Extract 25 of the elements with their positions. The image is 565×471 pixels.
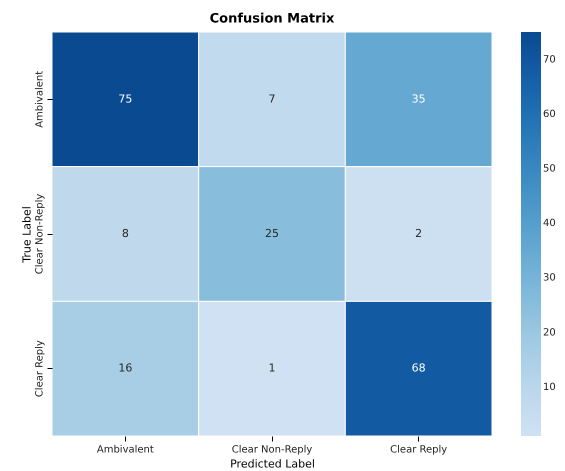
data-label: 75: [118, 92, 132, 106]
data-label: 68: [412, 362, 426, 375]
data-label: 1: [268, 362, 276, 375]
chart-title: Confusion Matrix: [210, 12, 335, 26]
color-bar-label: 10: [543, 382, 556, 393]
x-tick-label: Ambivalent: [96, 444, 154, 456]
y-tick-label: Clear Reply: [34, 340, 46, 398]
color-bar-label: 60: [543, 108, 556, 120]
y-tick-label: Clear Non-Reply: [34, 194, 46, 274]
color-bar-label: 40: [543, 218, 556, 230]
y-tick-label: Ambivalent: [34, 70, 46, 128]
data-label: 2: [415, 227, 422, 240]
color-bar-label: 50: [543, 163, 556, 174]
data-label: 16: [118, 362, 132, 375]
y-axis-title: True Label: [20, 206, 34, 264]
data-label: 7: [268, 92, 276, 106]
x-tick-label: Clear Non-Reply: [232, 444, 312, 456]
color-bar-label: 20: [543, 327, 556, 338]
data-label: 25: [265, 227, 279, 240]
color-bar-label: 30: [543, 272, 556, 284]
data-label: 35: [412, 92, 426, 106]
data-label: 8: [122, 227, 129, 240]
x-axis-title: Predicted Label: [230, 458, 315, 470]
x-tick-label: Clear Reply: [390, 444, 448, 456]
color-bar-label: 70: [543, 54, 556, 66]
